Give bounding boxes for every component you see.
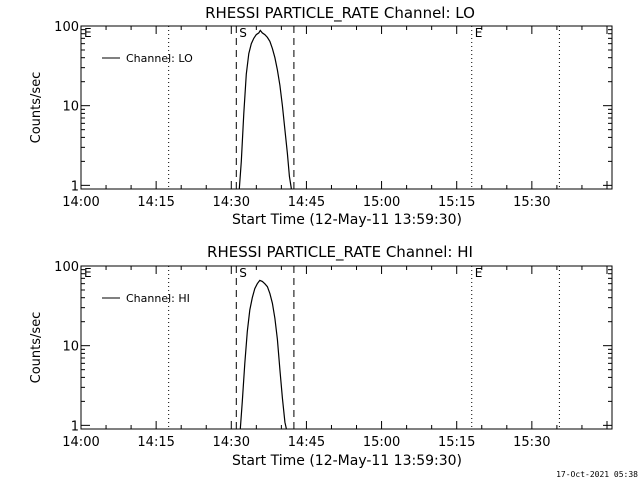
event-marker-label: E <box>475 266 483 280</box>
event-marker-label: E <box>84 26 92 40</box>
panel-hi: RHESSI PARTICLE_RATE Channel: HI 14:00 14:… <box>29 243 613 469</box>
footer-timestamp: 17-Oct-2021 05:38 <box>556 470 638 479</box>
event-marker-label: S <box>239 266 247 280</box>
series-line <box>239 279 287 430</box>
event-marker-label: E <box>475 26 483 40</box>
x-tick-label: 14:15 <box>137 435 174 450</box>
x-tick-label: 15:00 <box>363 195 400 210</box>
chart-title: RHESSI PARTICLE_RATE Channel: HI <box>207 243 473 262</box>
x-tick-label: 14:30 <box>213 435 250 450</box>
x-axis-label: Start Time (12-May-11 13:59:30) <box>232 453 462 469</box>
y-tick-label: 1 <box>71 419 79 434</box>
x-tick-label: 15:30 <box>513 195 550 210</box>
x-tick-label: 14:45 <box>288 435 325 450</box>
x-tick-label: 14:00 <box>62 195 99 210</box>
x-tick-label: 15:15 <box>438 195 475 210</box>
y-tick-label: 1 <box>71 179 79 194</box>
event-marker-label: E <box>84 266 92 280</box>
x-tick-label: 15:30 <box>513 435 550 450</box>
x-tick-label: 14:30 <box>213 195 250 210</box>
x-tick-label: 15:15 <box>438 435 475 450</box>
plot-frame <box>80 265 613 430</box>
series-line <box>238 29 292 190</box>
y-tick-label: 10 <box>62 340 79 355</box>
x-axis-label: Start Time (12-May-11 13:59:30) <box>232 212 462 228</box>
x-tick-label: 15:00 <box>363 435 400 450</box>
event-marker-label: S <box>239 26 247 40</box>
x-tick-label: 14:45 <box>288 195 325 210</box>
y-tick-label: 100 <box>54 260 79 275</box>
y-tick-label: 100 <box>54 20 79 35</box>
chart-title: RHESSI PARTICLE_RATE Channel: LO <box>205 4 475 23</box>
legend-label: Channel: LO <box>126 52 193 65</box>
y-tick-label: 10 <box>62 100 79 115</box>
y-axis-label: Counts/sec <box>29 312 44 384</box>
plot-frame <box>80 25 613 190</box>
x-tick-label: 14:00 <box>62 435 99 450</box>
y-axis-label: Counts/sec <box>29 72 44 144</box>
x-tick-label: 14:15 <box>137 195 174 210</box>
legend-label: Channel: HI <box>126 292 190 305</box>
panel-lo: RHESSI PARTICLE_RATE Channel: LO 14:00 14:… <box>29 4 613 228</box>
